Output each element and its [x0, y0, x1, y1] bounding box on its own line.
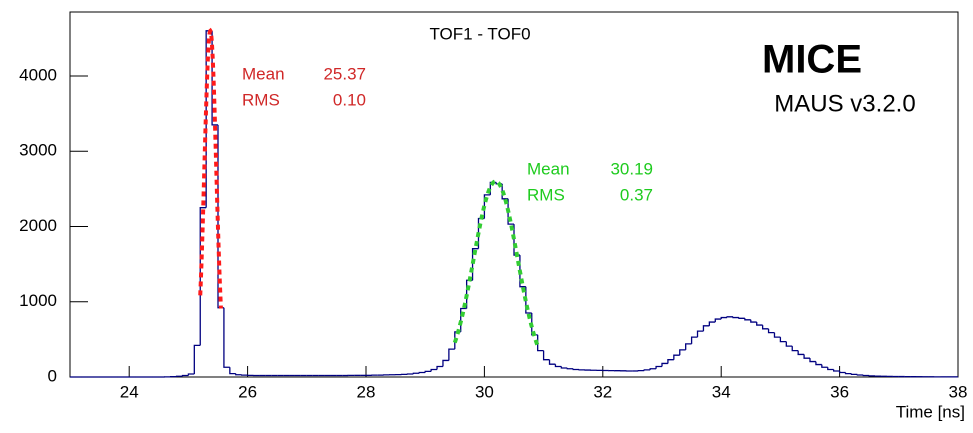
- histogram-bin: [437, 366, 443, 369]
- histogram-bin: [550, 360, 556, 365]
- stat-name: RMS: [527, 185, 565, 204]
- x-tick-label: 36: [830, 382, 849, 401]
- histogram-bin: [763, 325, 769, 329]
- stat-value: 0.10: [333, 90, 366, 109]
- histogram-bin: [555, 364, 561, 366]
- fit-curve: [455, 181, 538, 346]
- histogram-bin: [816, 362, 822, 365]
- histogram-bin: [745, 318, 751, 320]
- histogram-bin: [834, 369, 840, 371]
- histogram-bin: [230, 367, 236, 373]
- histogram-bin: [182, 375, 188, 376]
- histogram-bin: [851, 374, 857, 375]
- histogram-bin: [698, 331, 704, 337]
- histogram-bin: [792, 346, 798, 351]
- histogram-bin: [668, 360, 674, 364]
- software-label: MAUS v3.2.0: [774, 90, 915, 117]
- histogram-bin: [840, 371, 846, 373]
- histogram-bin: [703, 326, 709, 331]
- y-tick-label: 4000: [19, 65, 57, 84]
- chart-title: TOF1 - TOF0: [429, 24, 530, 43]
- histogram-bin: [419, 372, 425, 373]
- x-tick-label: 26: [238, 382, 257, 401]
- x-tick-label: 34: [712, 382, 731, 401]
- histogram-bin: [822, 365, 828, 368]
- histogram-bin: [662, 363, 668, 366]
- histogram-bin: [224, 308, 230, 367]
- histogram-bin: [573, 369, 579, 370]
- histogram-bin: [769, 329, 775, 333]
- x-tick-label: 24: [120, 382, 139, 401]
- y-tick-label: 1000: [19, 291, 57, 310]
- histogram-bin: [188, 374, 194, 376]
- histogram-bin: [798, 351, 804, 355]
- histogram-bin: [680, 350, 686, 355]
- histogram-bin: [514, 224, 520, 255]
- x-axis-label: Time [ns]: [896, 402, 965, 421]
- histogram-bin: [544, 351, 550, 360]
- experiment-label: MICE: [762, 38, 862, 82]
- histogram-bin: [733, 317, 739, 318]
- histogram-bin: [804, 354, 810, 358]
- histogram-bin: [846, 372, 852, 373]
- x-tick-label: 30: [475, 382, 494, 401]
- histogram-bin: [721, 318, 727, 320]
- x-tick-label: 32: [593, 382, 612, 401]
- y-tick-label: 0: [48, 366, 57, 385]
- histogram-bin: [449, 349, 455, 360]
- histogram-bin: [656, 366, 662, 368]
- stat-value: 25.37: [323, 64, 366, 83]
- histogram-bin: [686, 344, 692, 350]
- histogram-bin: [751, 320, 757, 322]
- histogram-bin: [757, 322, 763, 325]
- histogram-bin: [709, 322, 715, 326]
- histogram-bin: [780, 337, 786, 342]
- stat-value: 30.19: [610, 159, 653, 178]
- y-tick-label: 3000: [19, 141, 57, 160]
- histogram-bin: [786, 342, 792, 347]
- histogram-bin: [413, 373, 419, 374]
- stat-name: Mean: [527, 159, 570, 178]
- histogram-bin: [425, 371, 431, 372]
- stat-value: 0.37: [620, 185, 653, 204]
- x-tick-label: 28: [357, 382, 376, 401]
- histogram-bin: [810, 358, 816, 361]
- histogram-bin: [644, 370, 650, 371]
- stat-name: Mean: [242, 64, 285, 83]
- histogram-bin: [431, 369, 437, 371]
- histogram-bin: [674, 355, 680, 360]
- histogram-bin: [774, 333, 780, 338]
- x-tick-label: 38: [949, 382, 968, 401]
- histogram-bin: [857, 374, 863, 375]
- histogram-bin: [567, 368, 573, 369]
- histogram-bin: [739, 318, 745, 319]
- histogram-bin: [561, 366, 567, 368]
- histogram-bin: [194, 345, 200, 374]
- histogram-bin: [828, 367, 834, 369]
- histogram-bin: [443, 360, 449, 366]
- histogram-bin: [863, 375, 869, 376]
- stat-name: RMS: [242, 90, 280, 109]
- histogram-bin: [236, 374, 242, 375]
- histogram-bin: [650, 369, 656, 370]
- histogram-bin: [692, 337, 698, 344]
- histogram-bin: [715, 319, 721, 322]
- histogram-bin: [727, 317, 733, 318]
- y-tick-label: 2000: [19, 216, 57, 235]
